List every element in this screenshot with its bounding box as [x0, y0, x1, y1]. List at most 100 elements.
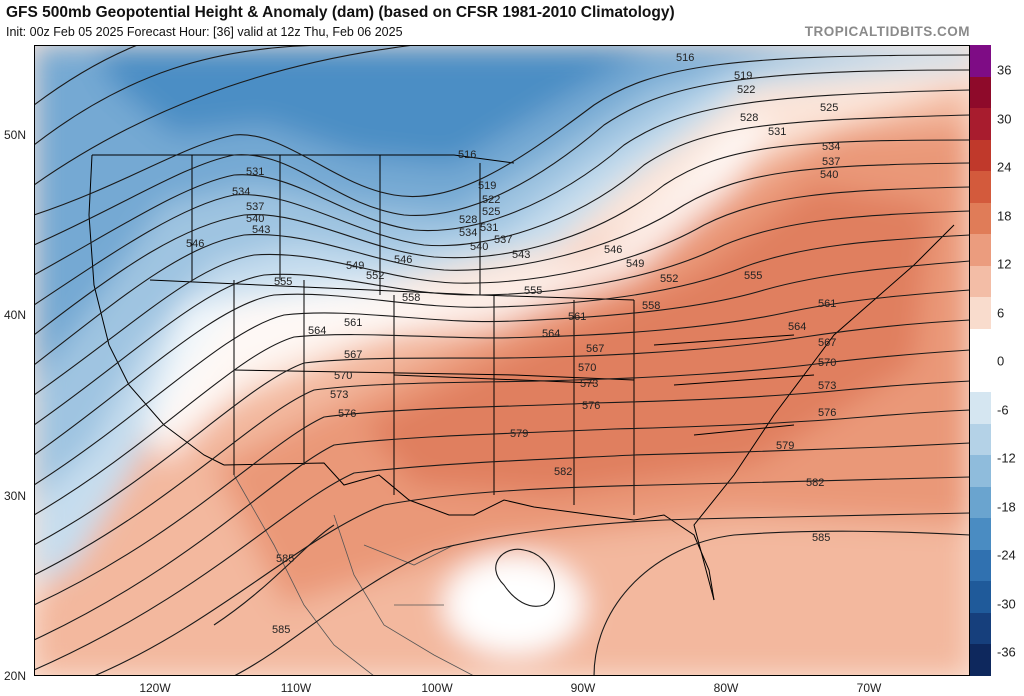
contour-label: 534 — [459, 227, 477, 239]
contour-label: 555 — [744, 270, 762, 282]
colorbar-label: 30 — [997, 111, 1012, 127]
contour-label: 546 — [604, 244, 622, 256]
mexico-boundaries — [233, 474, 475, 676]
colorbar-segment — [970, 581, 991, 614]
colorbar-segment — [970, 486, 991, 519]
colorbar-segment — [970, 612, 991, 645]
colorbar-label: -36 — [997, 644, 1016, 660]
contour-label: 549 — [346, 260, 364, 272]
contour-label: 525 — [482, 206, 500, 218]
colorbar-label: -18 — [997, 499, 1016, 515]
colorbar-segment — [970, 202, 991, 235]
colorbar-label: 0 — [997, 353, 1005, 369]
colorbar-label: -12 — [997, 450, 1016, 466]
anomaly-colorbar — [970, 45, 991, 677]
contour-label: 543 — [252, 224, 270, 236]
colorbar-label: -30 — [997, 596, 1016, 612]
contour-label: 552 — [366, 270, 384, 282]
contour-label: 540 — [246, 213, 264, 225]
lat-label-20n: 20N — [4, 669, 27, 683]
height-contours — [34, 45, 970, 676]
contour-label: 522 — [737, 84, 755, 96]
contour-label: 531 — [246, 166, 264, 178]
contour-label: 573 — [580, 378, 598, 390]
colorbar-segment — [970, 265, 991, 298]
colorbar-label: -24 — [997, 547, 1016, 563]
colorbar-label: 36 — [997, 62, 1012, 78]
contour-label: 576 — [338, 408, 356, 420]
lon-label-100w: 100W — [421, 681, 453, 695]
contour-label: 567 — [586, 343, 604, 355]
colorbar-segment — [970, 518, 991, 551]
colorbar-label: 12 — [997, 256, 1012, 272]
contour-label: 561 — [344, 317, 362, 329]
contour-label: 516 — [458, 149, 476, 161]
contour-label: 576 — [818, 407, 836, 419]
contour-label: 531 — [768, 126, 786, 138]
contour-label: 576 — [582, 400, 600, 412]
colorbar-segment — [970, 108, 991, 141]
colorbar-segment — [970, 76, 991, 109]
contour-label: 528 — [740, 112, 758, 124]
contour-label: 549 — [626, 258, 644, 270]
contour-label: 546 — [394, 254, 412, 266]
contour-label: 564 — [308, 325, 326, 337]
lat-label-40n: 40N — [4, 308, 27, 322]
contour-label: 585 — [276, 553, 294, 565]
chart-title: GFS 500mb Geopotential Height & Anomaly … — [6, 4, 675, 21]
colorbar-segment — [970, 392, 991, 425]
contour-label: 537 — [246, 201, 264, 213]
contour-label: 519 — [478, 180, 496, 192]
lon-label-110w: 110W — [280, 681, 312, 695]
lon-label-70w: 70W — [856, 681, 882, 695]
contour-label: 564 — [788, 321, 806, 333]
contour-label: 573 — [818, 380, 836, 392]
contour-label: 537 — [494, 234, 512, 246]
init-forecast-text: Init: 00z Feb 05 2025 Forecast Hour: [36… — [6, 25, 403, 39]
colorbar-label: 18 — [997, 208, 1012, 224]
contour-label: 555 — [524, 285, 542, 297]
contour-label: 582 — [554, 466, 572, 478]
contour-label: 579 — [510, 428, 528, 440]
anomaly-map: 516 519 522 525 528 531 534 537 540 516 … — [34, 45, 970, 676]
contour-label: 573 — [330, 389, 348, 401]
contour-label: 534 — [822, 141, 840, 153]
contour-label: 525 — [820, 102, 838, 114]
contour-label: 570 — [578, 362, 596, 374]
colorbar-segment — [970, 360, 991, 393]
contour-label: 561 — [568, 311, 586, 323]
contour-label: 543 — [512, 249, 530, 261]
contour-label: 519 — [734, 70, 752, 82]
contour-label: 567 — [818, 337, 836, 349]
colorbar-segment — [970, 328, 991, 361]
contour-label: 558 — [642, 300, 660, 312]
contour-label: 528 — [459, 214, 477, 226]
contour-label: 558 — [402, 292, 420, 304]
contour-label: 585 — [812, 532, 830, 544]
colorbar-segment — [970, 423, 991, 456]
contour-label: 561 — [818, 298, 836, 310]
colorbar-segment — [970, 234, 991, 267]
contour-label: 522 — [482, 194, 500, 206]
colorbar-segment — [970, 171, 991, 204]
lon-label-120w: 120W — [139, 681, 171, 695]
contour-label: 546 — [186, 238, 204, 250]
colorbar-segment — [970, 455, 991, 488]
colorbar-segment — [970, 139, 991, 172]
colorbar-label: -6 — [997, 402, 1009, 418]
colorbar-segment — [970, 297, 991, 330]
lat-label-30n: 30N — [4, 489, 27, 503]
contour-label: 534 — [232, 186, 250, 198]
source-credit: TROPICALTIDBITS.COM — [804, 24, 970, 39]
contour-label: 570 — [818, 357, 836, 369]
colorbar-label: 6 — [997, 305, 1005, 321]
contour-label: 585 — [272, 624, 290, 636]
lat-label-50n: 50N — [4, 128, 27, 142]
contour-label: 537 — [822, 156, 840, 168]
contour-label: 516 — [676, 52, 694, 64]
contour-label: 552 — [660, 273, 678, 285]
lon-label-80w: 80W — [713, 681, 739, 695]
contour-label: 582 — [806, 477, 824, 489]
colorbar-segment — [970, 549, 991, 582]
contour-label: 555 — [274, 276, 292, 288]
